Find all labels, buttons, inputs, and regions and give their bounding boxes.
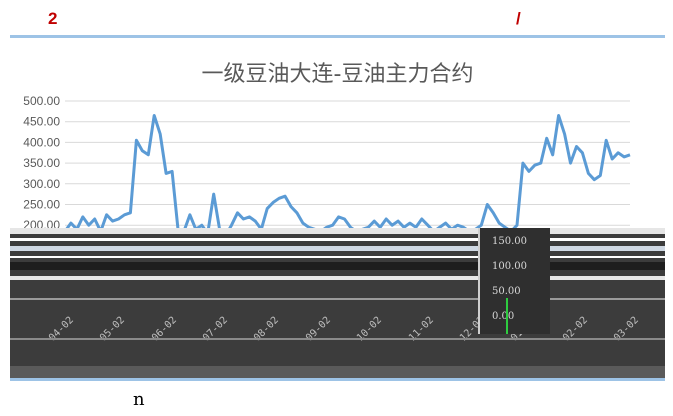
y-tick-label: 400.00	[23, 135, 60, 149]
artifact-band	[10, 298, 665, 300]
artifact-band	[10, 276, 665, 280]
footer-text: n	[133, 389, 145, 410]
line-chart: 500.00 450.00 400.00 350.00 300.00 250.00 200.…	[23, 94, 631, 228]
series-line	[65, 114, 631, 228]
chart-title: 一级豆油大连-豆油主力合约	[201, 62, 474, 87]
artifact-band	[10, 228, 665, 234]
artifact-band	[10, 256, 665, 258]
chart-panel: 一级豆油大连-豆油主力合约 500.00 450.00 400.00 350.00 30…	[10, 35, 665, 381]
y-tick-label: 250.00	[23, 198, 60, 212]
inset-tick-label: 100.00	[492, 261, 527, 272]
inset-axis-panel: 150.00 100.00 50.00 0.00	[478, 228, 550, 334]
artifact-band	[10, 262, 665, 270]
y-tick-label: 350.00	[23, 156, 60, 170]
inset-tick-label: 0.00	[492, 311, 515, 322]
y-tick-label: 200.00	[23, 218, 60, 228]
corrupted-render-area: 04-02 05-02 06-02 07-02 08-02 09-02 10-02 11-02…	[10, 228, 665, 378]
artifact-band	[10, 366, 665, 378]
inset-bar	[506, 298, 508, 334]
y-tick-label: 500.00	[23, 94, 60, 108]
inset-tick-label: 150.00	[492, 236, 527, 247]
inset-tick-label: 50.00	[492, 286, 521, 297]
artifact-band	[10, 246, 665, 251]
artifact-band	[10, 238, 665, 241]
y-tick-label: 450.00	[23, 115, 60, 129]
page-marker-number: 2	[48, 9, 58, 28]
artifact-band	[10, 338, 665, 340]
y-tick-label: 300.00	[23, 177, 60, 191]
page-marker-slash: /	[516, 9, 521, 28]
